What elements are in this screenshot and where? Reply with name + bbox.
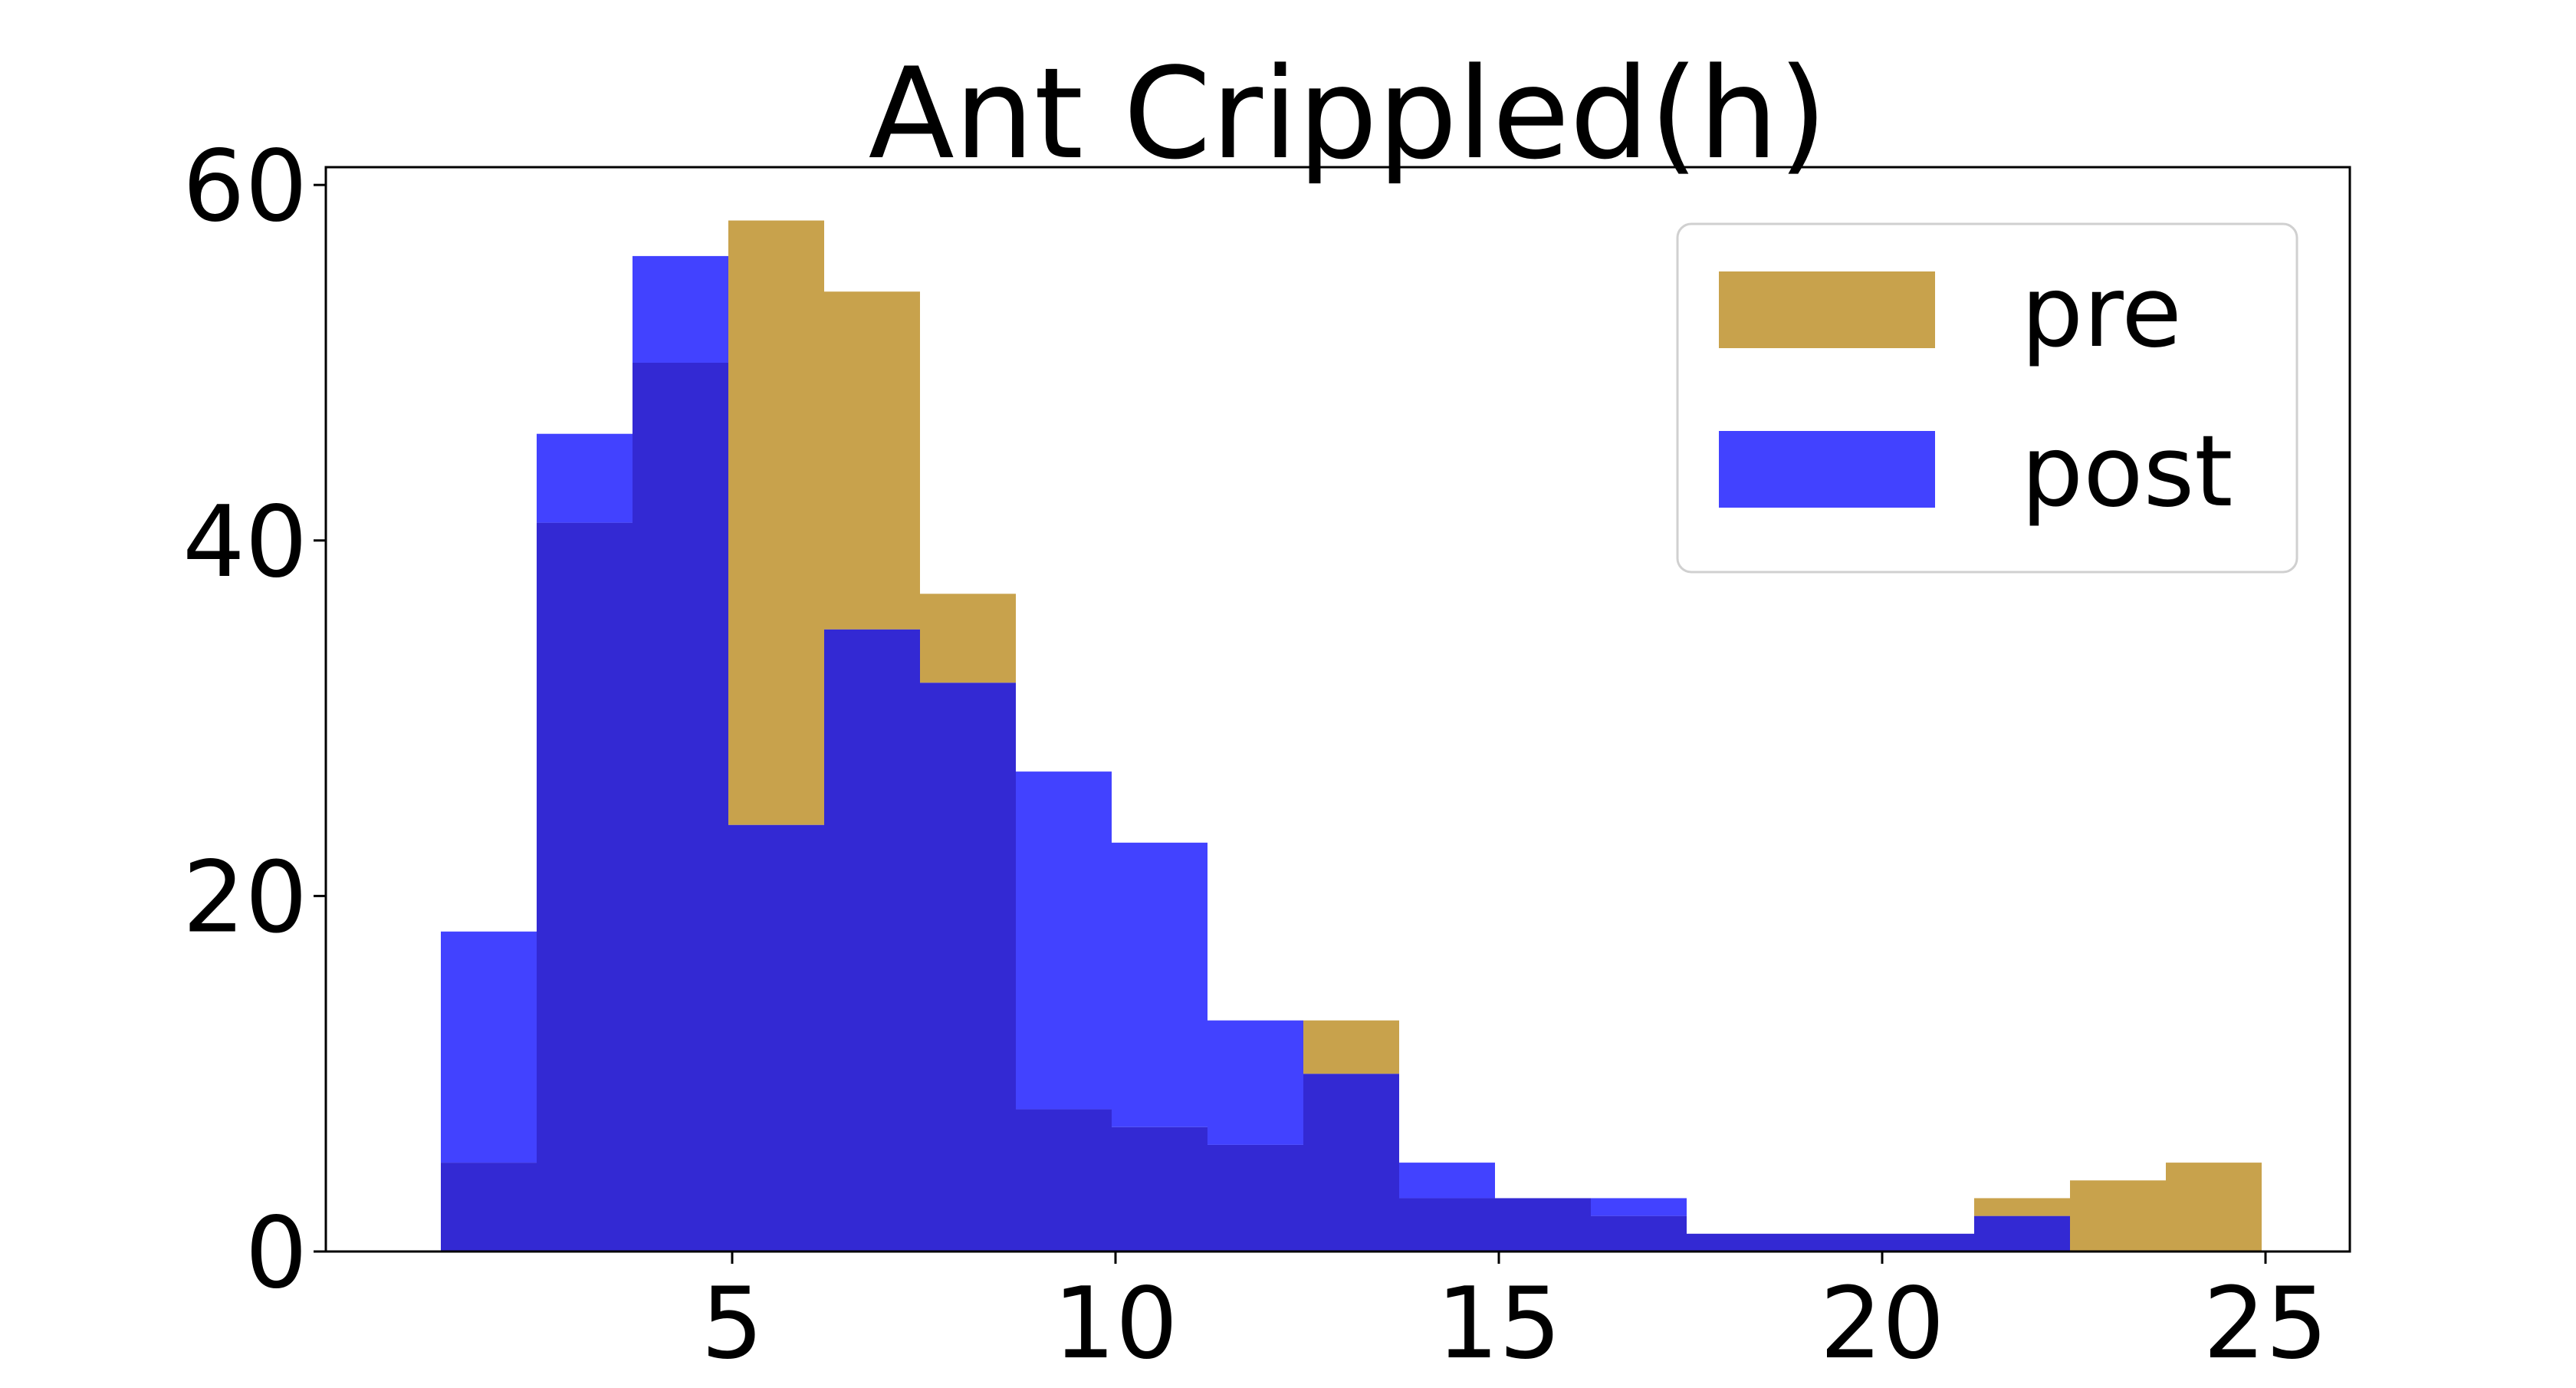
bar-post-12	[1591, 1198, 1687, 1216]
legend-label-pre: pre	[2021, 255, 2182, 370]
y-axis: 0 20 40 60	[182, 130, 326, 1311]
bar-overlap-0	[441, 1163, 537, 1252]
bar-pre-5	[920, 594, 1016, 683]
bar-pre-16	[1974, 1198, 2070, 1216]
y-tick-label: 60	[182, 130, 307, 244]
bar-overlap-3	[728, 824, 824, 1252]
bar-overlap-10	[1399, 1198, 1495, 1252]
bar-post-2	[632, 255, 728, 363]
legend-swatch-pre	[1719, 271, 1935, 348]
bar-pre-18	[2166, 1163, 2262, 1252]
y-tick-label: 20	[182, 840, 307, 955]
bar-post-7	[1112, 842, 1208, 1127]
bar-overlap-7	[1112, 1127, 1208, 1252]
legend: pre post	[1676, 222, 2298, 574]
bar-post-8	[1208, 1020, 1303, 1145]
y-tick-label: 0	[245, 1196, 307, 1311]
bar-pre-4	[824, 291, 920, 630]
bar-overlap-6	[1016, 1109, 1112, 1252]
plot-area-frame	[324, 166, 2351, 1253]
bar-pre-9	[1303, 1020, 1399, 1074]
bar-post-0	[441, 931, 537, 1163]
bar-overlap-12	[1591, 1215, 1687, 1252]
bar-overlap-14	[1783, 1233, 1878, 1252]
bar-overlap-15	[1878, 1233, 1974, 1252]
bar-overlap-4	[824, 629, 920, 1252]
bar-overlap-1	[537, 522, 632, 1252]
bar-pre-17	[2070, 1180, 2166, 1252]
legend-swatch-post	[1719, 431, 1935, 508]
bars-layer	[441, 220, 2262, 1252]
bar-overlap-11	[1495, 1198, 1591, 1252]
x-tick-label: 5	[701, 1267, 763, 1381]
bar-overlap-16	[1974, 1215, 2070, 1252]
chart-title: Ant Crippled(h)	[869, 41, 1828, 187]
bar-overlap-8	[1208, 1144, 1303, 1252]
y-tick-label: 40	[182, 485, 307, 600]
bar-overlap-9	[1303, 1074, 1399, 1252]
bar-post-10	[1399, 1163, 1495, 1199]
bar-overlap-5	[920, 682, 1016, 1252]
bar-overlap-13	[1687, 1233, 1783, 1252]
bar-post-6	[1016, 771, 1112, 1110]
bar-pre-3	[728, 220, 824, 825]
bar-overlap-2	[632, 362, 728, 1252]
legend-label-post: post	[2021, 415, 2233, 529]
x-tick-label: 15	[1437, 1267, 1562, 1381]
x-tick-label: 20	[1820, 1267, 1945, 1381]
x-axis: 5 10 15 20 25	[701, 1252, 2328, 1381]
bar-post-1	[537, 433, 632, 523]
x-tick-label: 10	[1053, 1267, 1178, 1381]
x-tick-label: 25	[2203, 1267, 2328, 1381]
